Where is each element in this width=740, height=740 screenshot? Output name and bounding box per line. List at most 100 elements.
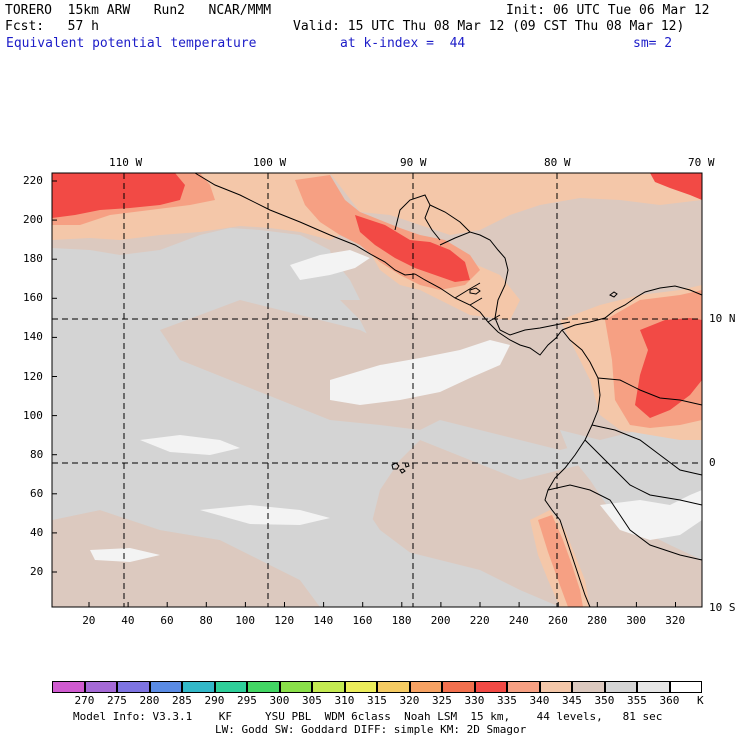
lon-label-90w: 90 W <box>400 156 427 169</box>
coast-islands-caribbean <box>469 287 618 298</box>
colorbar-label: 350 <box>594 694 615 707</box>
model-info: Model Info: V3.3.1 KF YSU PBL WDM 6class… <box>73 710 663 723</box>
colorbar-swatch <box>669 681 702 693</box>
coast-caribbean-ca <box>439 231 571 336</box>
colorbar-label: 320 <box>399 694 420 707</box>
field-red-nw <box>52 173 185 218</box>
colorbar-swatch <box>377 681 410 693</box>
field-pale-1 <box>290 250 370 280</box>
field-pale-5 <box>600 490 702 540</box>
forecast-hour: Fcst: 57 h <box>5 19 99 34</box>
colorbar-swatch <box>52 681 85 693</box>
colorbar-label: 305 <box>302 694 322 707</box>
colorbar-swatch <box>572 681 605 693</box>
field-name: Equivalent potential temperature <box>6 36 257 51</box>
y-tick-label: 80 <box>30 447 44 461</box>
y-tick-label: 140 <box>23 330 43 344</box>
lon-label-70w: 70 W <box>688 156 715 169</box>
x-tick-label: 240 <box>508 614 529 627</box>
model-title: TORERO 15km ARW Run2 NCAR/MMM <box>5 3 272 18</box>
x-tick-label: 180 <box>391 614 412 627</box>
y-tick-label: 100 <box>23 408 43 422</box>
coast-sa-north <box>561 285 703 331</box>
field-pale-6 <box>90 548 160 562</box>
coast-central-america <box>414 273 563 356</box>
y-tick-label: 160 <box>23 291 43 305</box>
coast-yucatan <box>394 194 441 241</box>
field-pale-4 <box>200 505 330 525</box>
colorbar-label: 285 <box>172 694 192 707</box>
lon-label-100w: 100 W <box>253 156 287 169</box>
smoothing-info: sm= 2 <box>633 36 673 51</box>
x-tick-label: 20 <box>82 614 96 627</box>
colorbar-swatch <box>279 681 312 693</box>
x-tick-label: 220 <box>469 614 490 627</box>
colorbar-label: 300 <box>269 694 290 707</box>
field-red-ne <box>650 173 702 200</box>
colorbar-label: 345 <box>562 694 582 707</box>
colorbar-label: 295 <box>237 694 257 707</box>
colorbar-swatch <box>312 681 345 693</box>
physics-info: LW: Godd SW: Goddard DIFF: simple KM: 2D… <box>215 723 527 736</box>
colorbar-swatch <box>604 681 637 693</box>
y-tick-label: 180 <box>23 252 43 266</box>
x-tick-label: 40 <box>121 614 135 627</box>
y-tick-label: 200 <box>23 213 43 227</box>
lat-label-0: 0 <box>709 456 716 469</box>
field-salmon-peru <box>538 515 583 607</box>
x-tick-label: 120 <box>274 614 295 627</box>
lon-label-110w: 110 W <box>109 156 143 169</box>
colorbar-label: 325 <box>432 694 452 707</box>
field-grey-sw <box>52 360 540 607</box>
colorbar-swatch <box>539 681 572 693</box>
coast-sa-west <box>544 329 601 608</box>
y-tick-label: 60 <box>30 486 44 500</box>
colorbar-swatch <box>247 681 280 693</box>
colorbar-label: 310 <box>334 694 355 707</box>
init-time: Init: 06 UTC Tue 06 Mar 12 <box>506 3 710 18</box>
colorbar-label: 315 <box>367 694 387 707</box>
country-borders <box>429 204 703 561</box>
coast-mexico <box>194 172 416 276</box>
colorbar-swatch <box>637 681 670 693</box>
colorbar-label: 335 <box>497 694 517 707</box>
lat-label-10s: 10 S <box>709 601 736 614</box>
gridlines <box>52 173 702 607</box>
field-red-colombia <box>635 318 702 418</box>
colorbar-swatch <box>474 681 507 693</box>
x-tick-label: 280 <box>587 614 607 627</box>
colorbar-unit: K <box>697 694 704 707</box>
colorbar-swatch <box>149 681 182 693</box>
y-tick-label: 20 <box>30 565 44 578</box>
colorbar-swatch <box>182 681 215 693</box>
colorbar-swatch <box>84 681 117 693</box>
valid-time: Valid: 15 UTC Thu 08 Mar 12 (09 CST Thu … <box>293 19 685 34</box>
colorbar-label: 290 <box>204 694 225 707</box>
field-peach-gulf <box>330 173 702 235</box>
colorbar-label: 270 <box>74 694 95 707</box>
colorbar-swatch <box>214 681 247 693</box>
colorbar-swatch <box>344 681 377 693</box>
field-tan-sw <box>52 510 320 607</box>
coastlines <box>194 172 703 608</box>
x-tick-label: 200 <box>430 614 451 627</box>
axis-ticks <box>52 180 676 607</box>
y-tick-label: 40 <box>30 525 44 539</box>
x-tick-label: 60 <box>160 614 174 627</box>
lon-label-80w: 80 W <box>544 156 571 169</box>
colorbar-label: 355 <box>627 694 647 707</box>
colorbar-label: 330 <box>464 694 485 707</box>
colorbar-label: 340 <box>529 694 550 707</box>
x-tick-label: 160 <box>352 614 373 627</box>
colorbar-label: 360 <box>659 694 680 707</box>
x-tick-label: 300 <box>626 614 647 627</box>
y-tick-label: 220 <box>23 174 43 187</box>
field-tan-north <box>52 173 702 450</box>
x-tick-label: 80 <box>199 614 213 627</box>
map-frame <box>51 172 703 608</box>
field-pale-3 <box>140 435 240 455</box>
colorbar-swatch <box>409 681 442 693</box>
x-tick-label: 260 <box>548 614 568 627</box>
x-tick-label: 100 <box>235 614 256 627</box>
